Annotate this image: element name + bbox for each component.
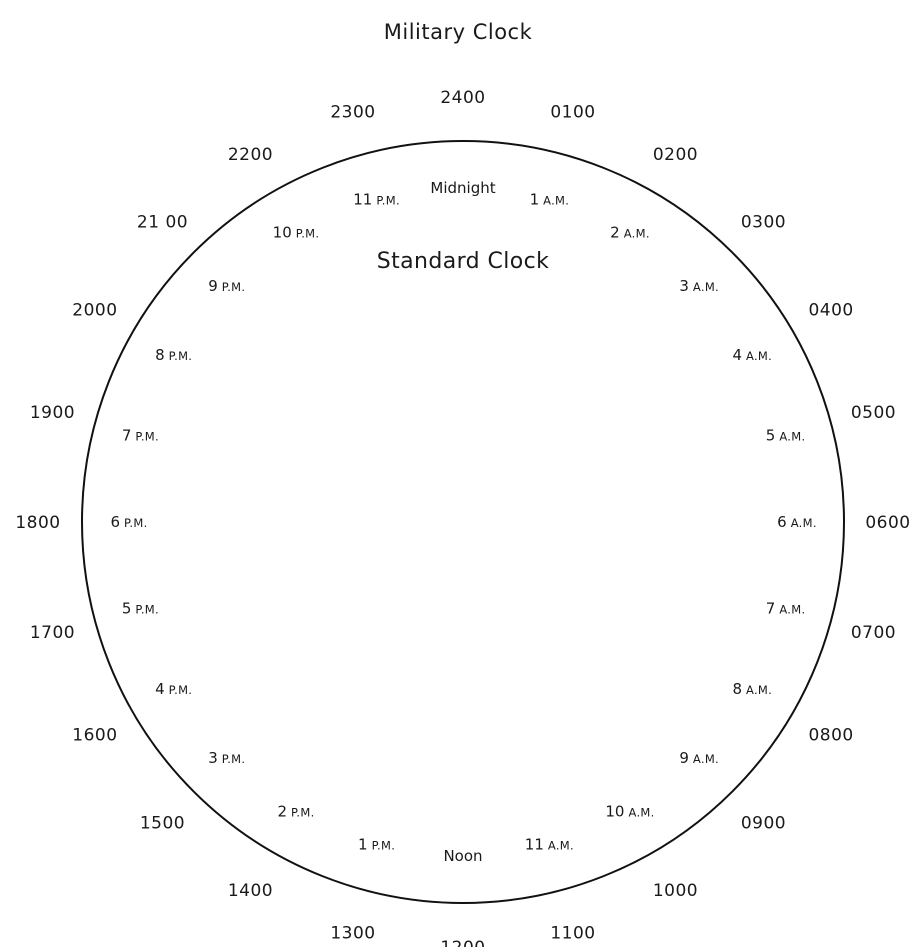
hour-number: 8 — [732, 680, 742, 698]
am-pm-suffix: P.M. — [124, 516, 148, 530]
standard-hour-label: Midnight — [430, 179, 495, 197]
clock-subtitle: Standard Clock — [377, 249, 549, 274]
military-hour-label: 0800 — [808, 726, 853, 746]
am-pm-suffix: A.M. — [693, 280, 719, 294]
military-hour-label: 0400 — [808, 301, 853, 321]
hour-number: 4 — [155, 680, 165, 698]
military-hour-label: 1800 — [15, 513, 60, 533]
military-hour-label: 2200 — [228, 145, 273, 165]
military-hour-label: 1600 — [72, 726, 117, 746]
standard-hour-label: 9 A.M. — [679, 749, 719, 767]
am-pm-suffix: P.M. — [372, 839, 396, 853]
hour-number: 7 — [766, 599, 776, 617]
military-hour-label: 1900 — [30, 403, 75, 423]
standard-hour-label: 2 A.M. — [610, 224, 650, 242]
hour-number: 2 — [610, 224, 620, 242]
hour-number: 6 — [110, 513, 120, 531]
standard-hour-label: 8 P.M. — [155, 346, 192, 364]
am-pm-suffix: A.M. — [779, 602, 805, 616]
military-hour-label: 2300 — [330, 103, 375, 123]
clock-face-circle — [81, 140, 845, 904]
standard-hour-label: 7 P.M. — [122, 427, 159, 445]
am-pm-suffix: P.M. — [296, 227, 320, 241]
standard-hour-label: 4 P.M. — [155, 680, 192, 698]
military-hour-label: 0300 — [741, 213, 786, 233]
hour-number: 8 — [155, 346, 165, 364]
am-pm-suffix: A.M. — [548, 839, 574, 853]
military-hour-label: 1700 — [30, 623, 75, 643]
standard-hour-label: 10 A.M. — [605, 802, 654, 820]
am-pm-suffix: P.M. — [291, 805, 315, 819]
standard-hour-label: 11 A.M. — [525, 836, 574, 854]
hour-number: 4 — [732, 346, 742, 364]
hour-number: 10 — [273, 224, 292, 242]
military-hour-label: 1100 — [550, 924, 595, 944]
standard-hour-label: 5 A.M. — [766, 427, 806, 445]
hour-number: 1 — [530, 190, 540, 208]
military-hour-label: 0500 — [851, 403, 896, 423]
military-hour-label: 0600 — [865, 513, 910, 533]
standard-hour-label: 7 A.M. — [766, 599, 806, 617]
hour-number: 11 — [353, 190, 372, 208]
military-hour-label: 21 00 — [137, 213, 188, 233]
am-pm-suffix: P.M. — [135, 430, 159, 444]
standard-hour-label: 11 P.M. — [353, 190, 400, 208]
hour-number: 9 — [679, 749, 689, 767]
am-pm-suffix: P.M. — [222, 280, 246, 294]
am-pm-suffix: P.M. — [222, 752, 246, 766]
am-pm-suffix: A.M. — [779, 430, 805, 444]
standard-hour-label: 2 P.M. — [277, 802, 314, 820]
hour-number: 9 — [208, 277, 218, 295]
military-hour-label: 0200 — [653, 145, 698, 165]
hour-number: 6 — [777, 513, 787, 531]
standard-hour-label: 6 P.M. — [110, 513, 147, 531]
hour-number: 5 — [766, 427, 776, 445]
military-hour-label: 2400 — [440, 88, 485, 108]
hour-number: 1 — [358, 836, 368, 854]
standard-hour-label: 1 P.M. — [358, 836, 395, 854]
am-pm-suffix: P.M. — [169, 349, 193, 363]
standard-hour-label: 10 P.M. — [273, 224, 320, 242]
hour-number: 7 — [122, 427, 132, 445]
military-hour-label: 1300 — [330, 924, 375, 944]
standard-hour-label: 6 A.M. — [777, 513, 817, 531]
military-hour-label: 1000 — [653, 881, 698, 901]
am-pm-suffix: P.M. — [135, 602, 159, 616]
am-pm-suffix: P.M. — [376, 193, 400, 207]
standard-hour-label: 1 A.M. — [530, 190, 570, 208]
military-hour-label: 1400 — [228, 881, 273, 901]
standard-hour-label: 3 A.M. — [679, 277, 719, 295]
military-hour-label: 0900 — [741, 814, 786, 834]
am-pm-suffix: A.M. — [543, 193, 569, 207]
hour-number: 11 — [525, 836, 544, 854]
am-pm-suffix: A.M. — [791, 516, 817, 530]
military-hour-ring: 2400 0100 0200 0300 0400 0500 0600 0700 0800 0900… — [15, 88, 910, 947]
am-pm-suffix: P.M. — [169, 683, 193, 697]
am-pm-suffix: A.M. — [693, 752, 719, 766]
am-pm-suffix: A.M. — [746, 349, 772, 363]
military-hour-label: 0100 — [550, 103, 595, 123]
am-pm-suffix: A.M. — [746, 683, 772, 697]
am-pm-suffix: A.M. — [624, 227, 650, 241]
military-hour-label: 1200 — [440, 938, 485, 947]
hour-number: 5 — [122, 599, 132, 617]
hour-number: 3 — [208, 749, 218, 767]
standard-hour-label: 3 P.M. — [208, 749, 245, 767]
standard-hour-label: 9 P.M. — [208, 277, 245, 295]
standard-hour-label: Noon — [443, 847, 482, 865]
standard-hour-label: 4 A.M. — [732, 346, 772, 364]
standard-hour-label: 8 A.M. — [732, 680, 772, 698]
hour-number: 10 — [605, 802, 624, 820]
military-hour-label: 0700 — [851, 623, 896, 643]
am-pm-suffix: A.M. — [628, 805, 654, 819]
military-hour-label: 1500 — [140, 814, 185, 834]
military-hour-label: 2000 — [72, 301, 117, 321]
page-title: Military Clock — [384, 20, 533, 44]
hour-number: 3 — [679, 277, 689, 295]
standard-hour-label: 5 P.M. — [122, 599, 159, 617]
hour-number: 2 — [277, 802, 287, 820]
